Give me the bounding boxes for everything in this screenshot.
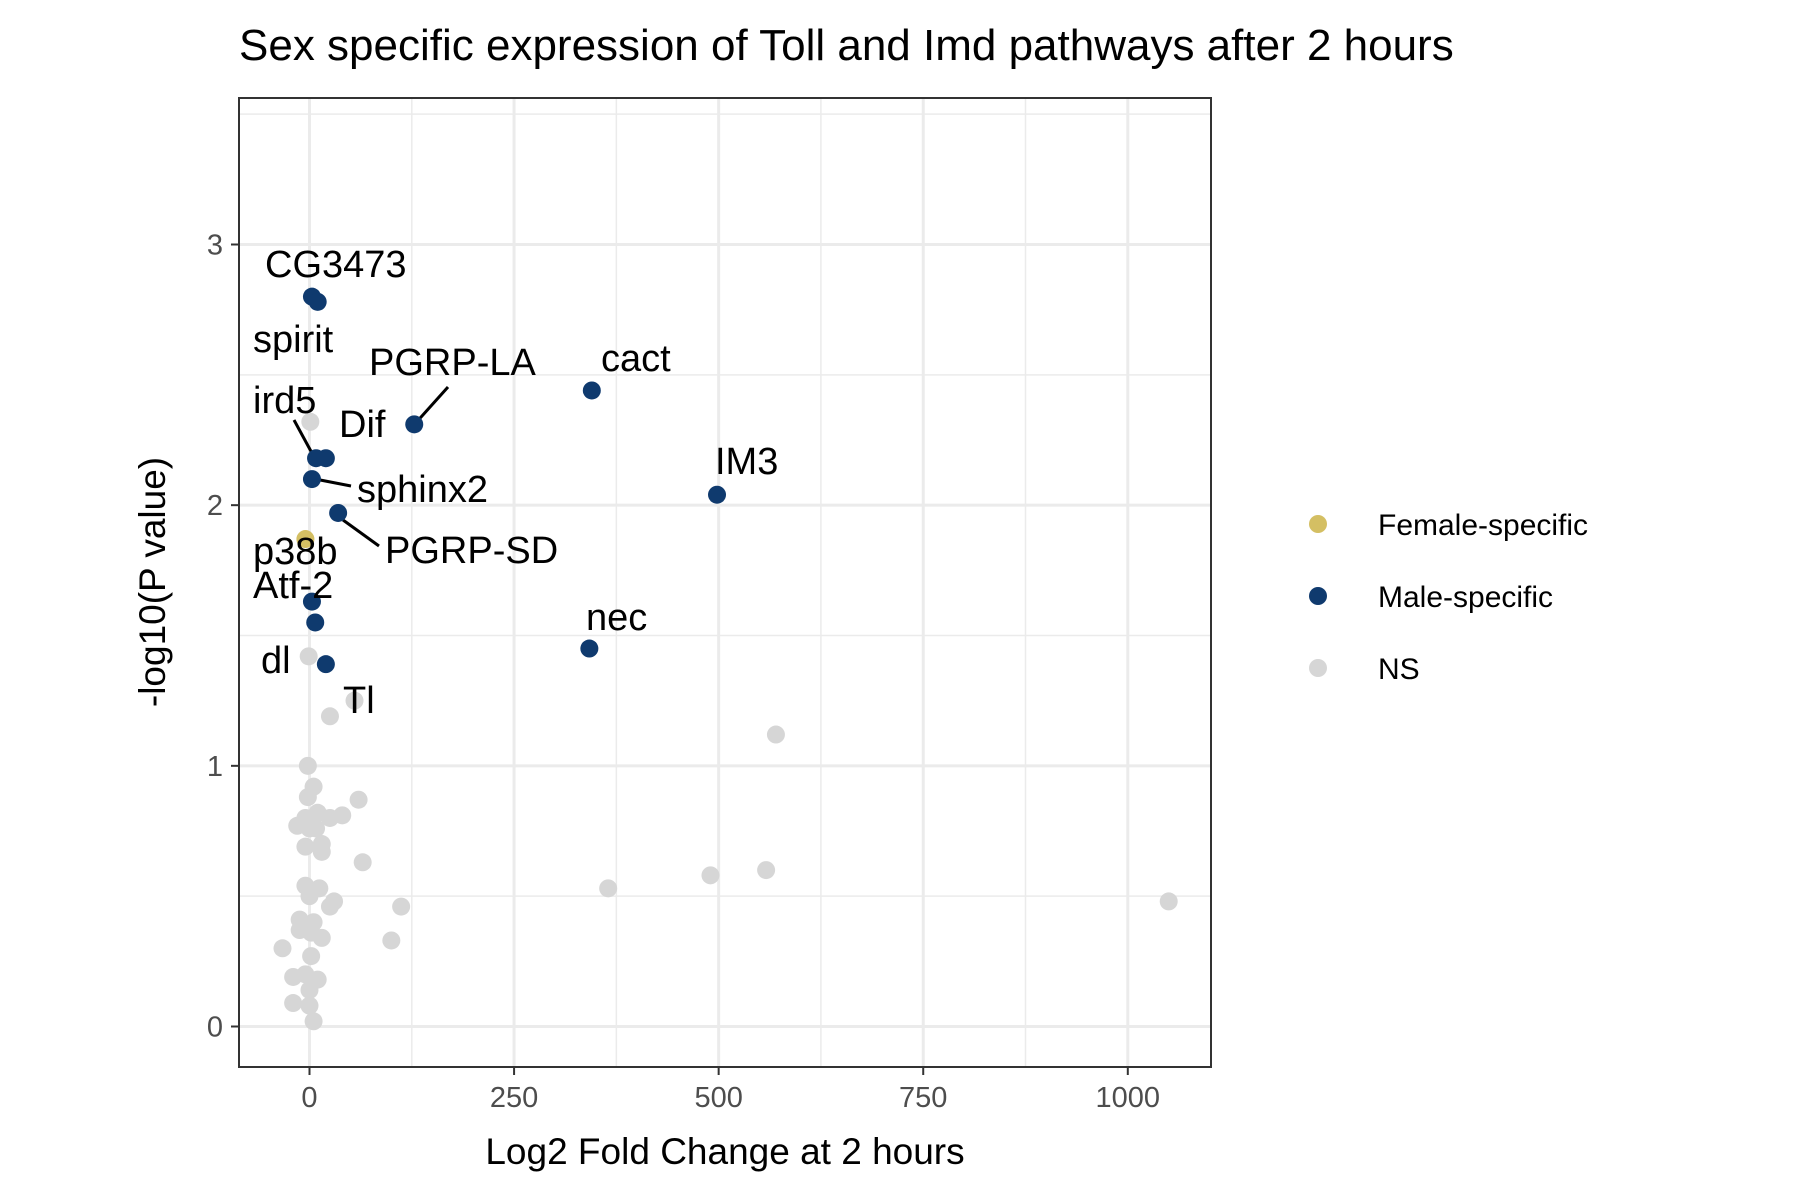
female-specific-point — [296, 530, 315, 549]
male-specific-point — [405, 415, 424, 434]
male-specific-point — [308, 292, 327, 311]
ns-points — [273, 412, 1178, 1031]
ns-point — [300, 981, 319, 1000]
male-specific-point — [708, 485, 727, 504]
ns-point — [599, 879, 618, 898]
legend-female-specific-key — [1309, 515, 1327, 533]
x-tick-label: 500 — [694, 1082, 742, 1114]
legend: Female-specific Male-specific NS — [1309, 509, 1588, 686]
ns-point — [333, 806, 352, 825]
x-axis-title: Log2 Fold Change at 2 hours — [485, 1131, 964, 1172]
male-specific-point — [316, 655, 335, 674]
ns-point — [300, 996, 319, 1015]
label-im3: IM3 — [715, 441, 778, 483]
male-specific-point — [580, 639, 599, 658]
significant-points — [296, 287, 727, 674]
ns-point — [304, 777, 323, 796]
x-tick-label: 1000 — [1096, 1082, 1161, 1114]
x-tick-label: 0 — [301, 1082, 317, 1114]
label-spirit: spirit — [253, 319, 334, 361]
ns-point — [766, 725, 785, 744]
y-axis: 0 1 2 3 — [207, 230, 239, 1044]
ns-point — [320, 897, 339, 916]
y-tick-label: 1 — [207, 751, 223, 783]
legend-female-specific-label: Female-specific — [1378, 509, 1588, 542]
male-specific-point — [302, 592, 321, 611]
y-tick-label: 2 — [207, 490, 223, 522]
ns-point — [345, 691, 364, 710]
label-ird5: ird5 — [253, 380, 316, 422]
ns-point — [273, 939, 292, 958]
male-specific-point — [306, 613, 325, 632]
label-cg3473: CG3473 — [265, 244, 407, 286]
ns-point — [304, 1012, 323, 1031]
point-labels: CG3473 spirit PGRP-LA cact ird5 Dif IM3 … — [253, 244, 778, 722]
legend-ns-key — [1309, 659, 1327, 677]
ns-point — [382, 931, 401, 950]
male-specific-point — [302, 470, 321, 489]
label-dl: dl — [261, 640, 291, 682]
label-pgrp-la: PGRP-LA — [369, 342, 536, 384]
ns-point — [296, 837, 315, 856]
x-axis: 0 250 500 750 1000 — [301, 1067, 1160, 1114]
ns-point — [1159, 892, 1178, 911]
leader-line-pgrp-sd — [342, 518, 380, 548]
ns-point — [701, 866, 720, 885]
x-tick-label: 250 — [490, 1082, 538, 1114]
male-specific-point — [582, 381, 601, 400]
ns-point — [353, 853, 372, 872]
ns-point — [299, 647, 318, 666]
legend-male-specific-label: Male-specific — [1378, 581, 1553, 614]
ns-point — [298, 756, 317, 775]
ns-point — [349, 790, 368, 809]
label-nec: nec — [586, 597, 647, 639]
y-tick-label: 3 — [207, 230, 223, 262]
label-pgrp-sd: PGRP-SD — [385, 530, 558, 572]
ns-point — [320, 707, 339, 726]
chart-title: Sex specific expression of Toll and Imd … — [239, 21, 1454, 70]
leader-line-sphinx2 — [314, 477, 352, 488]
ns-point — [392, 897, 411, 916]
ns-point — [312, 842, 331, 861]
label-atf-2: Atf-2 — [253, 565, 333, 607]
y-axis-title: -log10(P value) — [132, 457, 173, 707]
ns-point — [302, 947, 321, 966]
male-specific-point — [329, 503, 348, 522]
ns-point — [284, 994, 303, 1013]
ns-point — [301, 412, 320, 431]
y-tick-label: 0 — [207, 1012, 223, 1044]
x-tick-label: 750 — [899, 1082, 947, 1114]
label-cact: cact — [601, 338, 671, 380]
male-specific-point — [316, 449, 335, 468]
label-tl: Tl — [343, 680, 375, 722]
label-p38b: p38b — [253, 531, 338, 573]
grid-lines — [239, 98, 1211, 1067]
label-dif: Dif — [339, 404, 386, 446]
ns-point — [312, 928, 331, 947]
leader-line-ird5 — [292, 419, 315, 456]
ns-point — [300, 887, 319, 906]
legend-male-specific-key — [1309, 587, 1327, 605]
ns-point — [307, 819, 326, 838]
legend-ns-label: NS — [1378, 653, 1420, 686]
ns-point — [757, 861, 776, 880]
plot-panel-border — [238, 97, 1212, 1068]
label-sphinx2: sphinx2 — [357, 469, 488, 511]
